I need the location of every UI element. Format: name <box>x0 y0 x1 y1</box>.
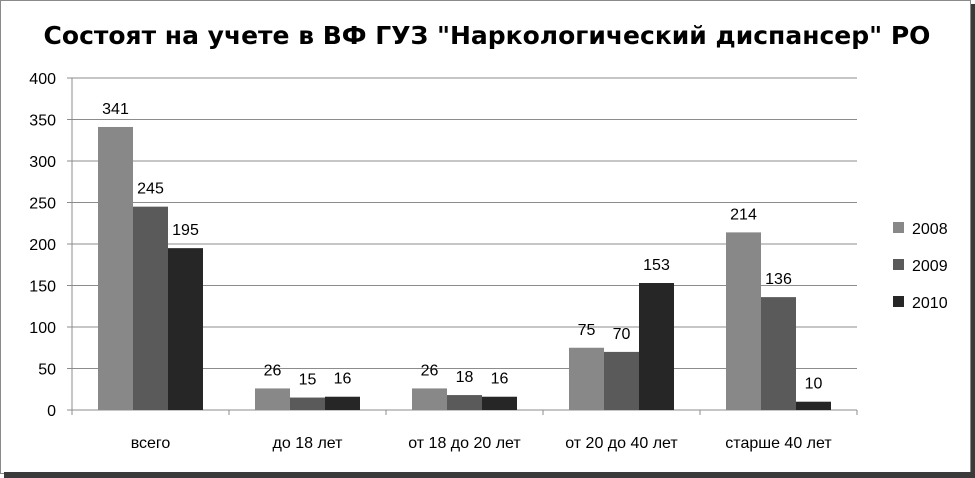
data-label-2008-4: 214 <box>730 206 757 223</box>
legend-swatch-2008 <box>893 222 904 233</box>
y-tick-label-100: 100 <box>29 320 56 337</box>
bar-2009-2 <box>447 395 482 410</box>
bar-2010-3 <box>639 283 674 410</box>
bar-2010-0 <box>168 248 203 410</box>
frame-shadow-bottom <box>4 472 975 478</box>
legend-label-2009: 2009 <box>912 258 948 275</box>
y-tick-label-250: 250 <box>29 196 56 213</box>
legend-swatch-2009 <box>893 259 904 270</box>
data-label-2009-2: 18 <box>456 369 474 386</box>
y-tick-label-50: 50 <box>38 362 56 379</box>
y-tick-label-350: 350 <box>29 113 56 130</box>
y-tick-label-200: 200 <box>29 237 56 254</box>
bar-2008-4 <box>726 232 761 410</box>
legend: 2008 2009 2010 <box>893 221 948 312</box>
bar-2008-3 <box>569 347 604 410</box>
x-category-label-3: от 20 до 40 лет <box>565 435 678 452</box>
data-label-2009-4: 136 <box>765 271 792 288</box>
x-category-label-1: до 18 лет <box>273 435 344 452</box>
bar-2010-1 <box>325 396 360 410</box>
legend-label-2008: 2008 <box>912 221 948 238</box>
x-category-label-2: от 18 до 20 лет <box>408 435 521 452</box>
bars <box>98 126 831 410</box>
data-label-2008-0: 341 <box>102 101 129 118</box>
legend-label-2010: 2010 <box>912 295 948 312</box>
frame-shadow-right <box>971 4 975 478</box>
y-tick-label-150: 150 <box>29 279 56 296</box>
bar-2010-2 <box>482 396 517 410</box>
bar-2009-1 <box>290 397 325 410</box>
x-category-label-0: всего <box>131 435 171 452</box>
y-tick-label-0: 0 <box>47 403 56 420</box>
data-label-2008-1: 26 <box>264 362 282 379</box>
bar-2008-2 <box>412 388 447 410</box>
axes: 0 50 100 150 200 250 300 350 400 всего до 18 лет от… <box>29 71 858 452</box>
data-label-2010-0: 195 <box>172 222 199 239</box>
data-label-2010-2: 16 <box>491 371 509 388</box>
bar-2008-0 <box>98 126 133 410</box>
bar-2009-3 <box>604 351 639 410</box>
legend-swatch-2010 <box>893 296 904 307</box>
data-label-2008-2: 26 <box>421 362 439 379</box>
data-label-2009-3: 70 <box>613 326 631 343</box>
data-label-2010-3: 153 <box>643 257 670 274</box>
chart-title: Состоят на учете в ВФ ГУЗ "Наркологическ… <box>44 21 931 50</box>
bar-2008-1 <box>255 388 290 410</box>
data-label-2009-0: 245 <box>137 181 164 198</box>
data-label-2009-1: 15 <box>299 372 317 389</box>
data-label-2010-4: 10 <box>805 376 823 393</box>
y-tick-label-300: 300 <box>29 154 56 171</box>
x-category-label-4: старше 40 лет <box>725 435 832 452</box>
bar-2009-0 <box>133 206 168 410</box>
data-label-2008-3: 75 <box>578 322 596 339</box>
y-tick-label-400: 400 <box>29 71 56 88</box>
bar-2009-4 <box>761 297 796 410</box>
data-label-2010-1: 16 <box>334 371 352 388</box>
data-labels: 341 245 195 26 15 16 26 18 16 75 70 153 214 136 10 <box>102 101 822 393</box>
bar-2010-4 <box>796 401 831 410</box>
